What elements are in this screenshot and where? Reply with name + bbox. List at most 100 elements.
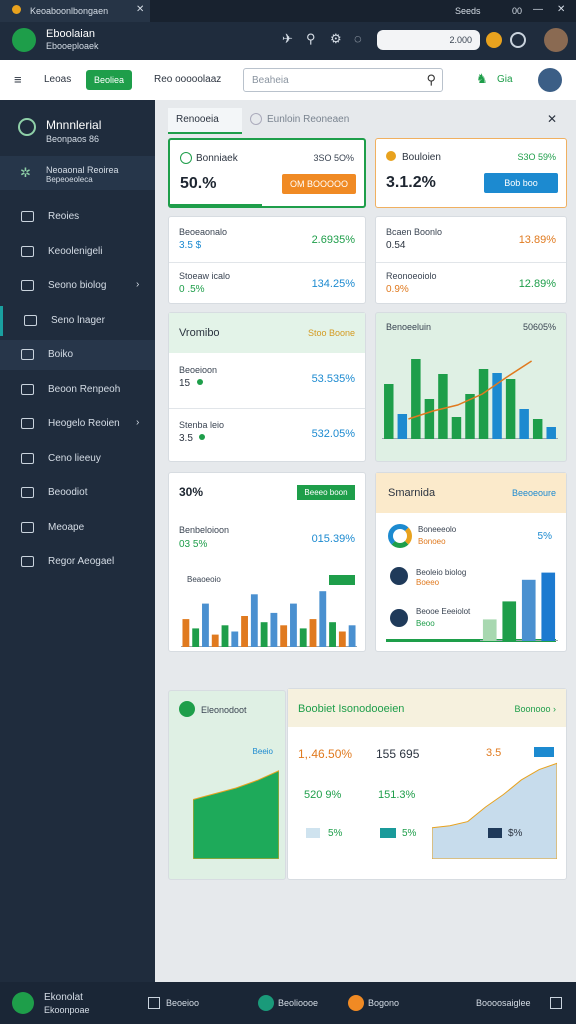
stat-label: Stenba leio [179, 420, 225, 430]
perf-label: Benbeloioon [179, 525, 230, 535]
avatar[interactable] [538, 68, 562, 92]
stat-label: Beoeioon [179, 365, 218, 375]
search-input[interactable]: Beaheia ⚲ [243, 68, 443, 92]
nav-item[interactable]: Beolioooe [278, 998, 319, 1008]
card-header [376, 473, 566, 513]
close-tabs[interactable]: ✕ [547, 112, 558, 126]
nav-item[interactable]: Meoape [0, 513, 155, 543]
bar-chart [181, 591, 357, 647]
summary-value: 5% [402, 828, 417, 839]
bar [546, 427, 556, 439]
trend-line [408, 360, 533, 420]
nav-item[interactable]: Boooosaiglee [476, 998, 531, 1008]
area-chart [193, 770, 279, 859]
app-name: Eboolaian [46, 28, 95, 40]
card-link[interactable]: Boonooo › [514, 704, 556, 714]
sidebar-title: Mnnnlerial [46, 118, 102, 132]
summary-value: 155 695 [376, 747, 420, 761]
nav-item[interactable]: Reoies [0, 202, 155, 232]
bar [411, 359, 421, 439]
coin-icon[interactable] [486, 32, 502, 48]
footer: Ekonolat Ekoonpoae Beoeioo Beolioooe Bog… [0, 982, 576, 1024]
bar [211, 634, 219, 647]
menu-icon[interactable]: ≡ [14, 72, 22, 87]
search-placeholder: Beaheia [252, 75, 289, 86]
kpi-card[interactable]: Bouloien S3O 59% 3.1.2% Bob boo [375, 138, 567, 208]
chart-card: Benoeeluin 50605% [375, 312, 567, 462]
nav-label: Beoon Renpeoh [48, 383, 121, 395]
filter-label[interactable]: Reo ooooolaaz [154, 74, 222, 85]
kpi-button[interactable]: Bob boo [484, 173, 558, 193]
bar [192, 628, 200, 647]
avatar[interactable] [544, 28, 568, 52]
bar [492, 373, 502, 439]
perf-button[interactable]: Beeeo boon [297, 485, 355, 500]
sidebar: Mnnnlerial Beonpaos 86 ✲ Neoaonal Reoire… [0, 100, 155, 982]
close[interactable]: ✕ [557, 4, 566, 15]
nav-item[interactable]: Beoon Renpeoh [0, 375, 155, 405]
nav-icon [258, 995, 274, 1011]
action-label[interactable]: Gia [497, 74, 513, 85]
bar [329, 622, 336, 647]
metric-value: 3.5 $ [179, 240, 202, 251]
nav-item[interactable]: Bogono [368, 998, 400, 1008]
card-icon [179, 701, 195, 717]
bar [260, 622, 268, 647]
nav-item[interactable]: Boiko [0, 340, 155, 370]
bar [250, 594, 258, 647]
card-tag: Beeio [252, 747, 273, 756]
nav-icon [21, 383, 34, 395]
nav-item[interactable]: Ceno lieeuy [0, 444, 155, 474]
action-icon[interactable]: ♞ [476, 71, 488, 86]
tab-icon [12, 5, 21, 14]
active-group[interactable]: ✲ Neoaonal Reoirea Bepeoeoleca [0, 156, 155, 190]
search-icon: ⚲ [426, 72, 436, 87]
perf-sub: 03 5% [179, 539, 208, 550]
summary-value: 3.5 [486, 747, 502, 759]
icon-button[interactable]: ⚙ [330, 31, 342, 46]
area-card: Eleonodoot Beeio [168, 690, 286, 880]
tab-close[interactable]: ✕ [136, 4, 145, 15]
nav-icon [21, 556, 34, 567]
icon-button[interactable]: ✈ [282, 31, 293, 46]
legend-chip [488, 828, 502, 838]
perf-change: 015.39% [311, 533, 355, 545]
tab-active[interactable]: Renooeia [168, 108, 242, 134]
card-link[interactable]: Beeoeoure [511, 488, 556, 498]
nav-item[interactable]: Heogelo Reoien › [0, 409, 155, 439]
bar [521, 579, 536, 641]
icon-button[interactable]: ◌ [354, 31, 362, 46]
brand-icon [18, 118, 36, 136]
nav-item[interactable]: Beoeioo [166, 998, 200, 1008]
donut-sub: Bonoeo [418, 537, 446, 546]
status-dot [199, 434, 205, 440]
bar [505, 379, 516, 439]
clock: 00 [512, 6, 523, 16]
nav-item[interactable]: Beoodiot [0, 478, 155, 508]
primary-button[interactable]: Beoliea [86, 70, 132, 90]
tab-icon [250, 113, 262, 125]
bar [182, 619, 190, 647]
icon-button[interactable]: ⚲ [306, 31, 316, 46]
nav-item[interactable]: Regor Aeogael [0, 547, 155, 577]
kpi-value: 3.1.2% [386, 174, 436, 191]
status: Seeds [455, 6, 481, 16]
menu-label[interactable]: Leoas [44, 74, 72, 85]
nav-item[interactable]: Seno lnager [0, 305, 155, 336]
search-field[interactable]: 2.000 [377, 30, 480, 50]
minimize[interactable]: — [533, 4, 543, 15]
bar [451, 417, 462, 439]
tab-label[interactable]: Eunloin Reoneaen [267, 114, 350, 125]
kpi-card[interactable]: Bonniaek 3SO 5O% 50.% OM BOOOOO [168, 138, 366, 208]
kpi-button[interactable]: OM BOOOOO [282, 174, 356, 194]
nav-icon [21, 487, 34, 498]
nav-item[interactable]: Keoolenigeli [0, 237, 155, 267]
tab-title: Keoaboonlbongaen [30, 6, 109, 16]
legend-chip [306, 828, 320, 838]
bar [309, 619, 317, 647]
bar [465, 394, 475, 439]
nav-label: Regor Aeogael [48, 556, 115, 567]
globe-icon[interactable] [510, 32, 526, 48]
tab[interactable] [0, 0, 150, 22]
nav-item[interactable]: Seono biolog › [0, 271, 155, 301]
